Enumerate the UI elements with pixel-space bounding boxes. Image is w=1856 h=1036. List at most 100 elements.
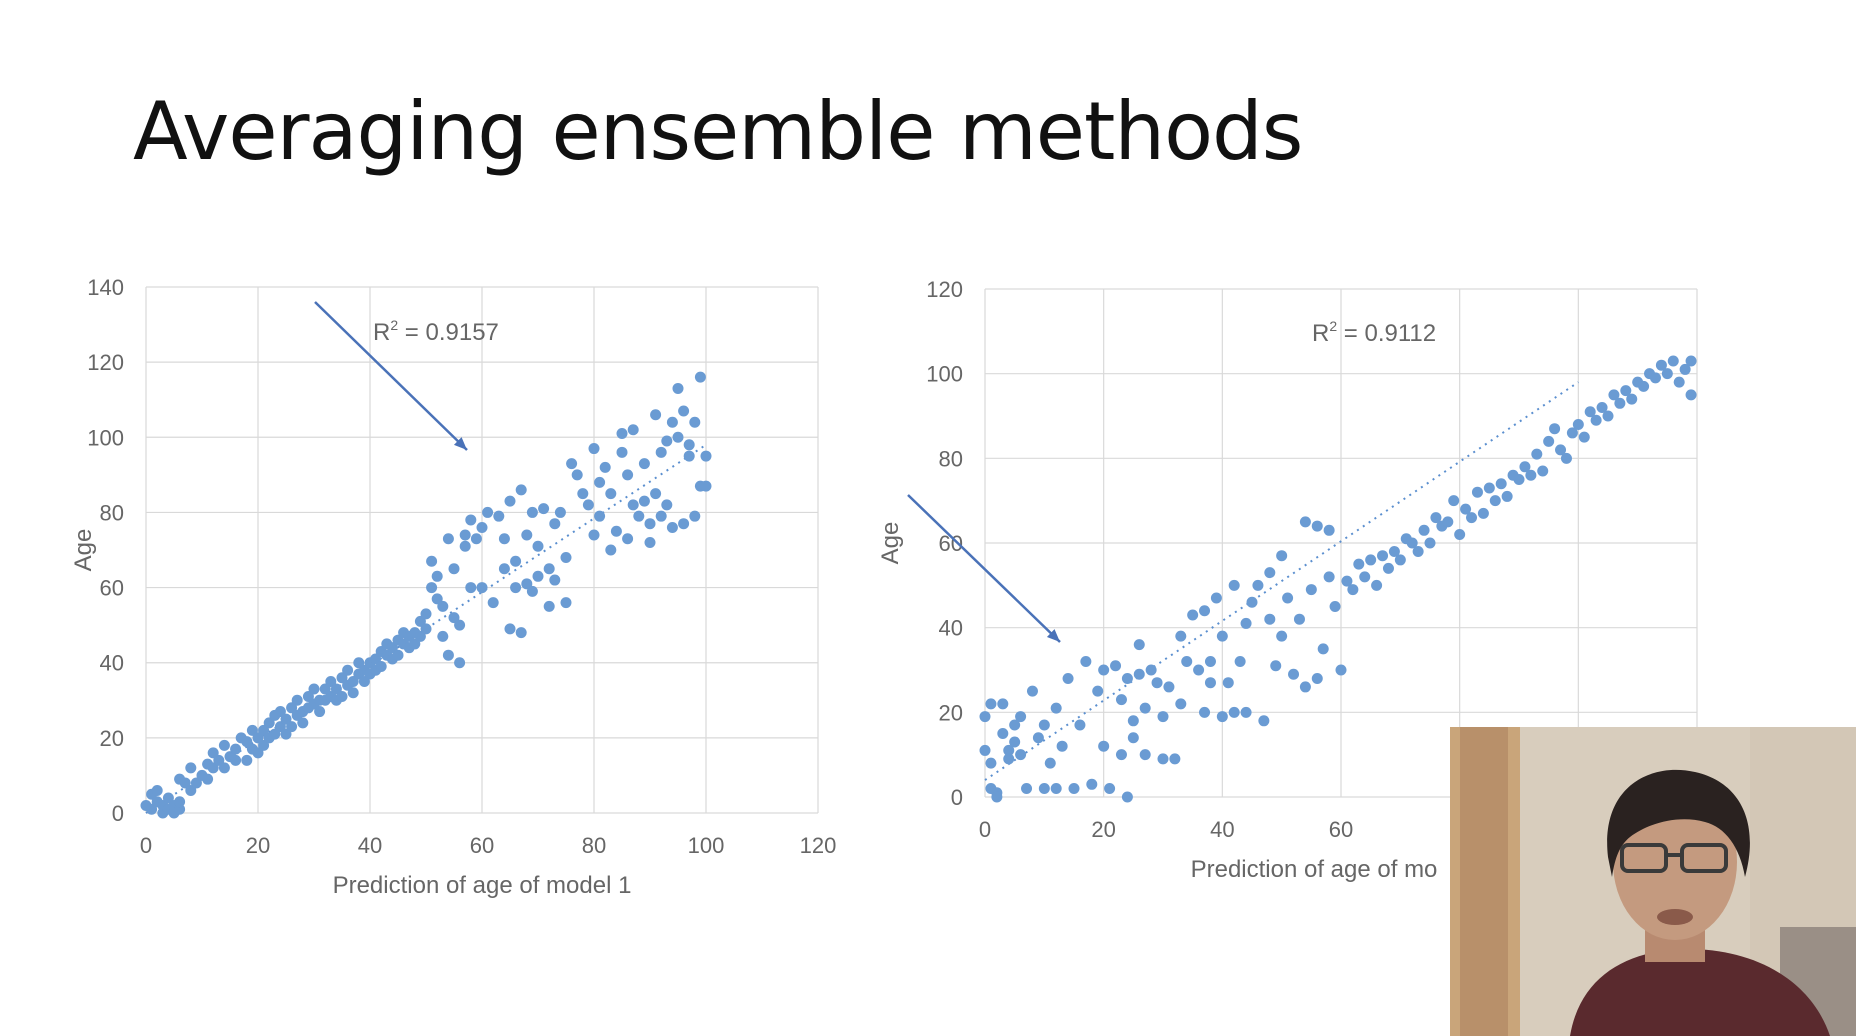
data-point (280, 713, 292, 725)
data-point (1489, 495, 1501, 507)
data-point (448, 563, 460, 575)
data-point (1442, 516, 1454, 528)
data-point (448, 612, 460, 624)
data-point (1139, 702, 1151, 714)
data-point (1673, 376, 1685, 388)
data-point (1311, 520, 1323, 532)
data-point (622, 533, 634, 545)
annotation-arrowhead (453, 437, 467, 450)
data-point (437, 600, 449, 612)
data-point (1685, 389, 1697, 401)
data-point (442, 533, 454, 545)
data-point (1139, 749, 1151, 761)
data-point (1234, 656, 1246, 668)
data-point (319, 683, 331, 695)
data-point (442, 649, 454, 661)
data-point (1560, 452, 1572, 464)
data-point (426, 555, 438, 567)
data-point (1258, 715, 1270, 727)
data-point (1471, 486, 1483, 498)
data-point (1199, 706, 1211, 718)
data-point (342, 664, 354, 676)
data-point (1525, 469, 1537, 481)
data-point (336, 672, 348, 684)
data-point (1359, 571, 1371, 583)
x-tick-label: 60 (470, 833, 494, 858)
data-point (291, 694, 303, 706)
data-point (431, 570, 443, 582)
data-point (414, 630, 426, 642)
data-point (241, 736, 253, 748)
data-point (1477, 507, 1489, 519)
data-point (414, 615, 426, 627)
data-point (218, 762, 230, 774)
data-point (1371, 579, 1383, 591)
data-point (1222, 677, 1234, 689)
data-point (1311, 672, 1323, 684)
data-point (1127, 715, 1139, 727)
data-point (1068, 783, 1080, 795)
data-point (1246, 596, 1258, 608)
data-point (241, 754, 253, 766)
data-point (1323, 571, 1335, 583)
data-point (979, 711, 991, 723)
data-point (437, 630, 449, 642)
data-point (1252, 579, 1264, 591)
data-point (459, 529, 471, 541)
x-tick-label: 60 (1329, 817, 1353, 842)
data-point (151, 784, 163, 796)
y-tick-label: 140 (87, 275, 124, 300)
x-tick-label: 40 (1210, 817, 1234, 842)
data-point (1080, 656, 1092, 668)
data-point (314, 706, 326, 718)
y-tick-label: 20 (100, 726, 124, 751)
data-point (465, 514, 477, 526)
data-point (538, 503, 550, 515)
data-point (1092, 685, 1104, 697)
data-point (638, 495, 650, 507)
data-point (1157, 753, 1169, 765)
data-point (510, 582, 522, 594)
data-point (1021, 783, 1033, 795)
data-point (1264, 567, 1276, 579)
data-point (386, 642, 398, 654)
data-point (498, 563, 510, 575)
x-tick-label: 0 (140, 833, 152, 858)
data-point (353, 657, 365, 669)
data-point (1204, 656, 1216, 668)
data-point (678, 518, 690, 530)
y-axis-title: Age (877, 522, 904, 565)
data-point (1626, 393, 1638, 405)
data-point (274, 721, 286, 733)
data-point (1115, 694, 1127, 706)
data-point (1121, 672, 1133, 684)
x-tick-label: 80 (582, 833, 606, 858)
data-point (1299, 516, 1311, 528)
data-point (633, 510, 645, 522)
data-point (510, 555, 522, 567)
data-point (370, 653, 382, 665)
data-point (1448, 495, 1460, 507)
data-point (610, 525, 622, 537)
x-tick-label: 0 (979, 817, 991, 842)
data-point (666, 416, 678, 428)
data-point (308, 683, 320, 695)
data-point (1430, 512, 1442, 524)
data-point (1193, 664, 1205, 676)
data-point (1121, 791, 1133, 803)
data-point (515, 484, 527, 496)
data-point (549, 574, 561, 586)
x-tick-label: 100 (688, 833, 725, 858)
y-tick-label: 0 (951, 785, 963, 810)
data-point (549, 518, 561, 530)
data-point (1460, 503, 1472, 515)
annotation-arrow (907, 494, 1061, 643)
data-point (1181, 656, 1193, 668)
data-point (454, 619, 466, 631)
data-point (1317, 643, 1329, 655)
data-point (689, 416, 701, 428)
data-point (1204, 677, 1216, 689)
data-point (325, 676, 337, 687)
data-point (1543, 435, 1555, 447)
